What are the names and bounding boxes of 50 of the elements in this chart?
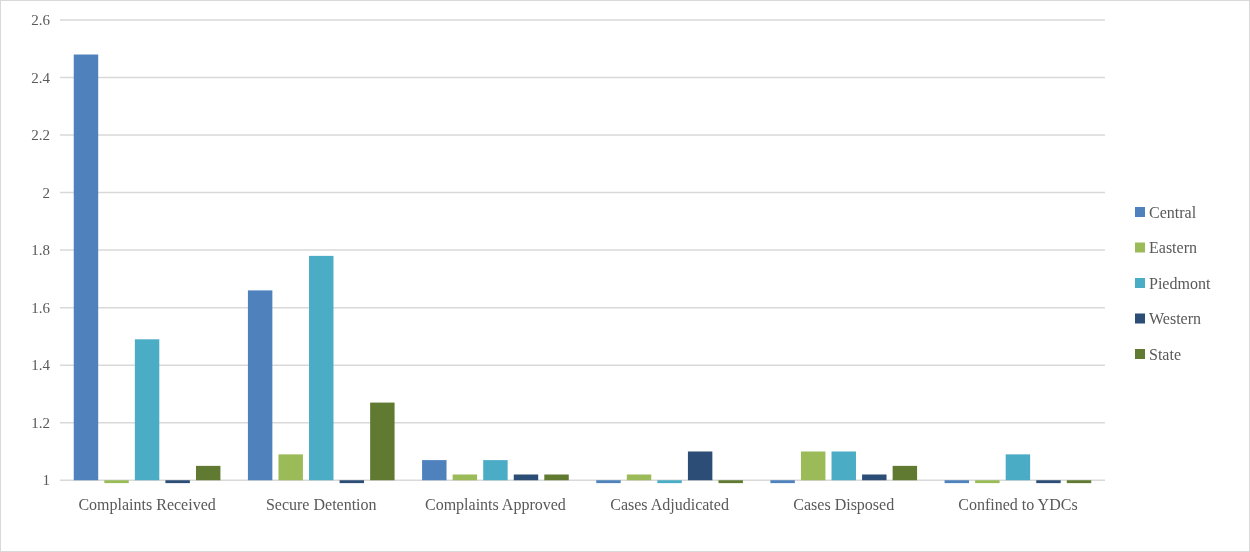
bar xyxy=(104,480,129,484)
y-tick-label: 1 xyxy=(42,472,50,489)
bar xyxy=(596,480,621,484)
bar xyxy=(800,451,826,481)
x-tick-label: Cases Disposed xyxy=(793,496,895,515)
bar xyxy=(513,474,539,481)
bar xyxy=(278,454,303,481)
bar xyxy=(1036,480,1061,484)
bar xyxy=(422,460,447,481)
y-tick-label: 1.4 xyxy=(31,357,51,374)
bar xyxy=(370,402,395,481)
legend-label: Western xyxy=(1149,310,1202,328)
y-tick-label: 1.2 xyxy=(31,414,50,431)
bar xyxy=(770,480,795,484)
bar xyxy=(339,480,365,484)
x-tick-label: Complaints Approved xyxy=(424,496,566,515)
bar xyxy=(687,451,713,481)
legend-label: Piedmont xyxy=(1149,274,1211,292)
bar xyxy=(309,255,334,481)
bar xyxy=(452,474,478,481)
y-tick-label: 1.6 xyxy=(31,299,51,316)
bar xyxy=(195,465,221,481)
bar xyxy=(718,480,743,484)
y-tick-label: 2.6 xyxy=(31,12,51,29)
x-tick-label: Complaints Received xyxy=(78,496,216,515)
bar xyxy=(657,480,682,484)
bar xyxy=(165,480,190,484)
bar xyxy=(975,480,1000,484)
x-tick-label: Confined to YDCs xyxy=(958,496,1078,514)
x-tick-label: Cases Adjudicated xyxy=(610,496,729,515)
bar xyxy=(1066,480,1092,484)
bar xyxy=(544,474,569,481)
bar xyxy=(73,54,99,481)
bar xyxy=(862,474,887,481)
bar xyxy=(892,465,918,481)
y-tick-label: 1.8 xyxy=(31,242,50,259)
bar xyxy=(1005,454,1031,481)
x-tick-label: Secure Detention xyxy=(265,496,377,514)
y-tick-label: 2 xyxy=(42,184,50,201)
bar xyxy=(483,460,508,481)
legend-label: State xyxy=(1149,345,1181,363)
legend-label: Central xyxy=(1149,203,1197,221)
bar xyxy=(134,339,160,481)
bar xyxy=(626,474,652,481)
bar xyxy=(831,451,856,481)
y-tick-label: 2.4 xyxy=(31,69,51,86)
legend-label: Eastern xyxy=(1149,239,1197,257)
y-tick-label: 2.2 xyxy=(31,127,50,144)
bar xyxy=(944,480,970,484)
bar xyxy=(247,290,273,481)
